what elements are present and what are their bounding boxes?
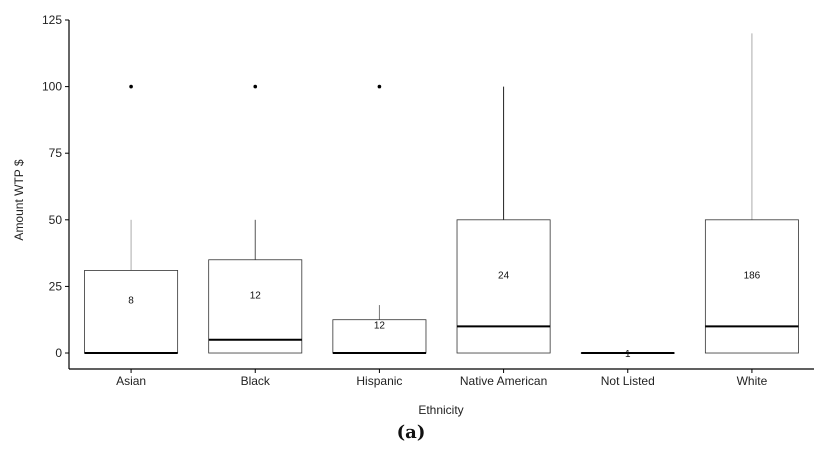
box-black: 12 <box>208 84 303 354</box>
box-body <box>332 319 427 354</box>
x-tick-label: Asian <box>116 374 146 388</box>
outlier-point <box>253 84 258 89</box>
y-axis-title: Amount WTP $ <box>12 159 26 240</box>
box-body <box>84 270 179 354</box>
y-tick-label: 100 <box>42 80 62 94</box>
x-tick-label: Native American <box>460 374 547 388</box>
count-label: 24 <box>498 270 510 281</box>
figure-caption: (a) <box>396 422 426 443</box>
x-tick-label: Not Listed <box>601 374 655 388</box>
x-axis: Asian Black Hispanic Native American Not Lis… <box>69 368 814 388</box>
count-label: 12 <box>374 320 386 331</box>
count-label: 8 <box>128 296 134 307</box>
outlier-point <box>129 84 133 89</box>
box-body <box>704 219 799 354</box>
y-tick-label: 25 <box>49 279 63 293</box>
count-label: 12 <box>250 290 262 301</box>
count-label: 1 <box>625 349 631 360</box>
box-plot-chart: 0 25 50 75 100 125 Asian Black Hispanic Native A… <box>12 13 814 417</box>
x-tick-label: Hispanic <box>356 374 402 388</box>
count-label: 186 <box>744 270 761 281</box>
y-axis: 0 25 50 75 100 125 <box>42 13 70 369</box>
y-tick-label: 125 <box>42 13 62 27</box>
x-axis-title: Ethnicity <box>418 403 463 417</box>
box-native-american: 24 <box>456 86 551 354</box>
box-white: 186 <box>704 33 799 354</box>
y-tick-label: 50 <box>49 213 63 227</box>
x-tick-label: White <box>737 374 768 388</box>
box-asian: 8 <box>84 84 179 355</box>
x-tick-label: Black <box>241 374 271 388</box>
box-not-listed: 1 <box>580 349 675 360</box>
box-body <box>456 219 551 354</box>
boxes-layer: 8 12 12 24 1 186 <box>84 33 799 360</box>
box-body <box>208 259 303 354</box>
box-hispanic: 12 <box>332 84 427 355</box>
y-tick-label: 75 <box>49 146 63 160</box>
y-tick-label: 0 <box>55 346 62 360</box>
outlier-point <box>377 84 382 89</box>
